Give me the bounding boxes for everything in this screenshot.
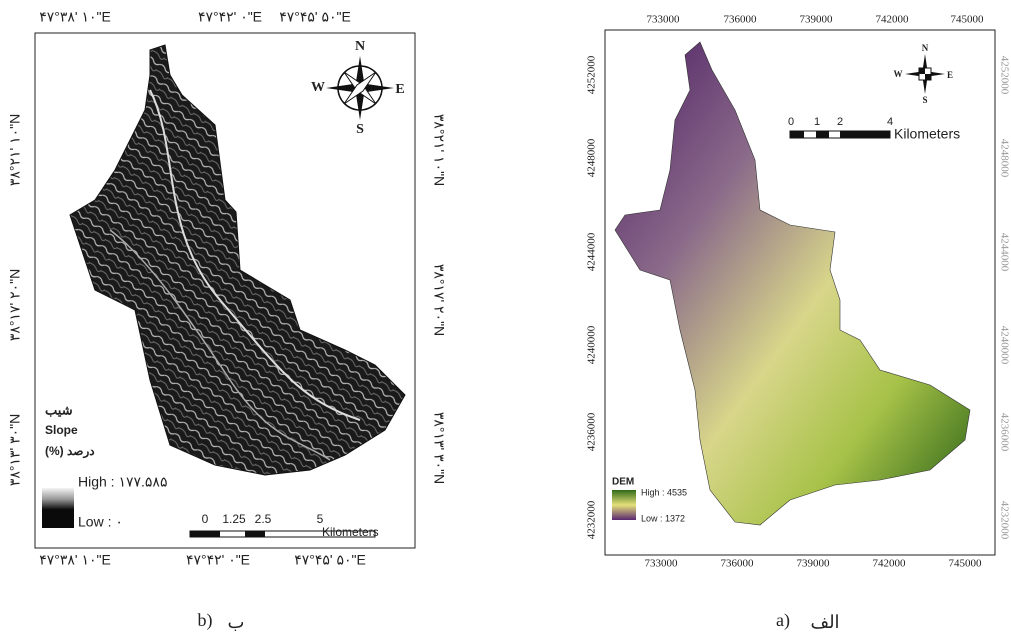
y-tick-label: 4240000	[998, 326, 1010, 365]
latitude-label: ۳۸°۱۷' ۲۰"N	[431, 264, 447, 336]
y-tick-label: 4232000	[586, 500, 598, 539]
caption-fa: ب	[228, 612, 245, 632]
scale-bar	[789, 130, 891, 139]
scale-tick: 5	[317, 512, 324, 526]
legend-high: High : ۱۷۷.۵۸۵	[78, 474, 167, 490]
compass-rose	[326, 56, 394, 120]
scale-tick: 2	[837, 116, 843, 128]
scale-tick: 4	[887, 116, 893, 128]
y-tick-label: 4244000	[998, 233, 1010, 272]
scale-bar	[189, 530, 376, 538]
compass-letter: S	[922, 95, 927, 105]
caption-fa: الف	[810, 612, 839, 632]
longitude-label: ۴۷°۴۲' ۰"E	[186, 552, 250, 568]
scale-tick: 0	[202, 512, 209, 526]
latitude-label: ۳۸°۲۱' ۱۰"N	[7, 114, 23, 186]
longitude-label: ۴۷°۴۵' ۵۰"E	[279, 9, 351, 25]
legend-title: Slope	[45, 423, 78, 437]
y-tick-label: 4236000	[998, 413, 1010, 452]
x-tick-label: 739000	[797, 558, 831, 570]
x-tick-label: 736000	[724, 14, 758, 26]
x-tick-label: 733000	[647, 14, 681, 26]
y-tick-label: 4240000	[586, 325, 598, 364]
slope-map	[69, 44, 406, 476]
slope-ridge	[149, 89, 361, 421]
compass-letter: E	[395, 82, 404, 97]
x-tick-label: 736000	[721, 558, 755, 570]
x-tick-label: 733000	[645, 558, 679, 570]
compass-letter: E	[947, 70, 953, 80]
x-tick-label: 742000	[876, 14, 910, 26]
legend-title: DEM	[612, 477, 634, 488]
scale-tick: 1	[814, 116, 820, 128]
scale-unit: Kilometers	[894, 126, 960, 142]
x-tick-label: 739000	[800, 14, 834, 26]
latitude-label: ۳۸°۱۳' ۳۰"N	[431, 412, 447, 484]
x-tick-label: 745000	[949, 558, 983, 570]
latitude-label: ۳۸°۱۳' ۳۰"N	[7, 414, 23, 486]
compass-letter: N	[355, 39, 365, 54]
y-tick-label: 4252000	[586, 55, 598, 94]
y-tick-label: 4248000	[586, 138, 598, 177]
caption: b)	[198, 610, 213, 631]
x-tick-label: 742000	[873, 558, 907, 570]
scale-tick: 1.25	[222, 512, 246, 526]
scale-tick: 2.5	[255, 512, 272, 526]
legend-low: Low : ۰	[78, 514, 123, 530]
caption: a)	[776, 610, 790, 631]
y-tick-label: 4232000	[998, 501, 1010, 540]
legend-unit: (%) درصد	[45, 444, 95, 459]
y-tick-label: 4244000	[586, 232, 598, 271]
slope-ridge	[109, 229, 331, 461]
compass-rose	[905, 54, 945, 94]
compass-letter: W	[311, 80, 325, 95]
y-tick-label: 4252000	[998, 56, 1010, 95]
legend-swatch	[42, 510, 74, 528]
legend-low: Low : 1372	[641, 513, 685, 523]
latitude-label: ۳۸°۱۷' ۲۰"N	[7, 269, 23, 341]
legend-high: High : 4535	[641, 487, 687, 497]
x-tick-label: 745000	[951, 14, 985, 26]
longitude-label: ۴۷°۳۸' ۱۰"E	[39, 552, 111, 568]
dem-map	[614, 41, 971, 526]
compass-letter: S	[356, 122, 364, 137]
legend-swatch	[42, 488, 74, 510]
latitude-label: ۳۸°۲۱' ۱۰"N	[431, 114, 447, 186]
longitude-label: ۴۷°۴۵' ۵۰"E	[294, 552, 366, 568]
compass-letter: W	[894, 69, 903, 79]
y-tick-label: 4248000	[998, 139, 1010, 178]
y-tick-label: 4236000	[586, 412, 598, 451]
legend-swatch	[612, 490, 636, 520]
scale-tick: 0	[788, 116, 794, 128]
legend-title: شیب	[45, 402, 73, 417]
compass-letter: N	[922, 43, 929, 53]
longitude-label: ۴۷°۳۸' ۱۰"E	[39, 9, 111, 25]
longitude-label: ۴۷°۴۲' ۰"E	[198, 9, 262, 25]
scale-unit: Kilometers	[322, 525, 379, 539]
